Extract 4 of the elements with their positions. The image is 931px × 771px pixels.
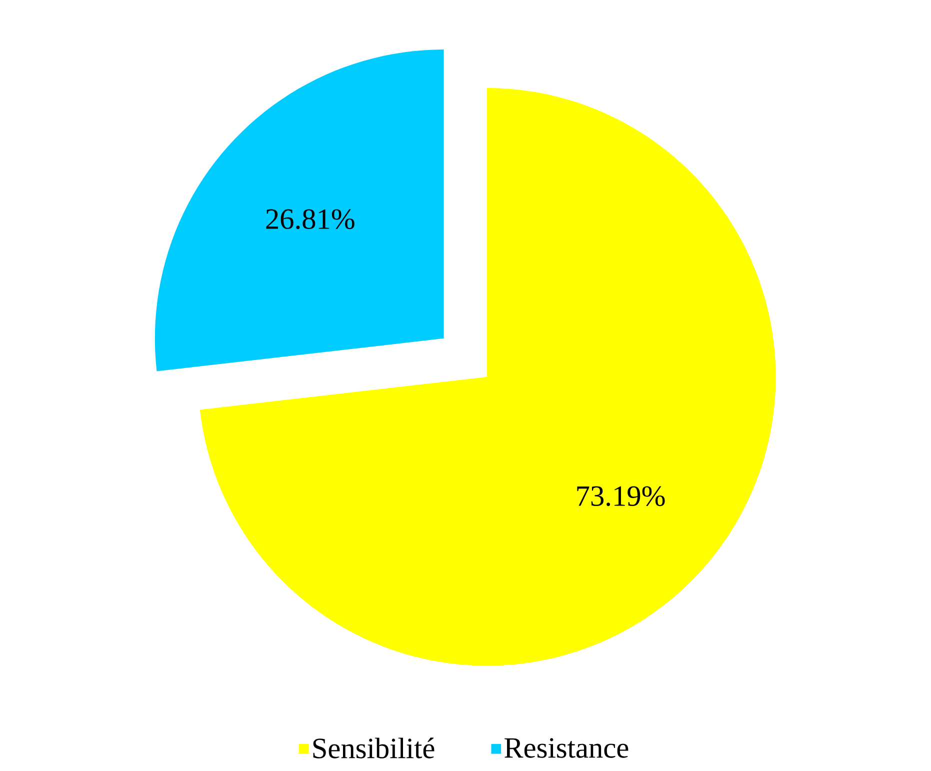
data-label: 26.81% (266, 209, 354, 230)
legend-label: Sensibilité (313, 738, 434, 758)
legend-label: Resistance (504, 738, 628, 758)
data-label: 73.19% (577, 486, 665, 506)
